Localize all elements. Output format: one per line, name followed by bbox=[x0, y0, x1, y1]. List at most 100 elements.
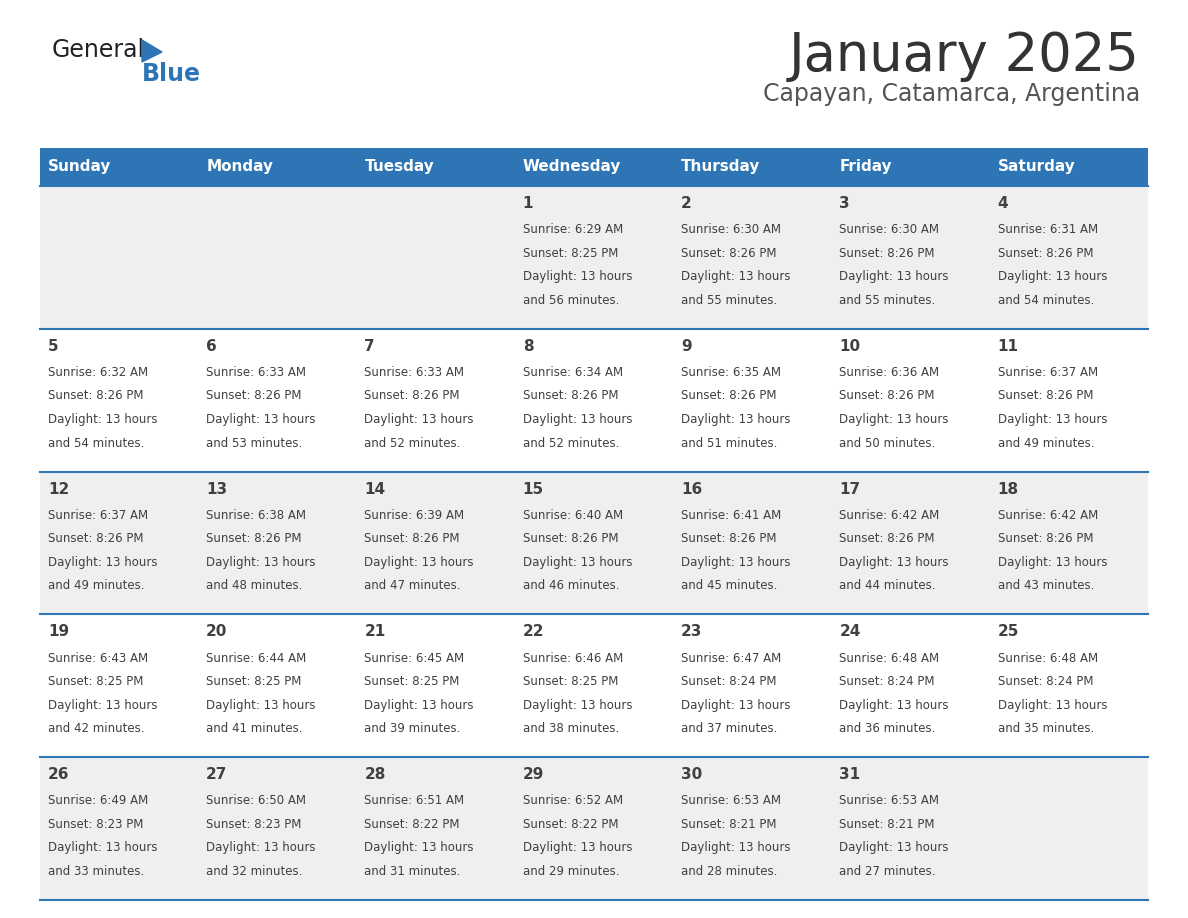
Bar bbox=[356, 757, 514, 900]
Text: Sunset: 8:26 PM: Sunset: 8:26 PM bbox=[523, 532, 618, 545]
Text: 1: 1 bbox=[523, 196, 533, 211]
Text: Sunset: 8:25 PM: Sunset: 8:25 PM bbox=[365, 675, 460, 688]
Bar bbox=[198, 614, 356, 757]
Text: 25: 25 bbox=[998, 624, 1019, 640]
Text: Sunrise: 6:52 AM: Sunrise: 6:52 AM bbox=[523, 794, 623, 807]
Text: 5: 5 bbox=[48, 339, 58, 353]
Text: Sunday: Sunday bbox=[48, 160, 112, 174]
Text: 21: 21 bbox=[365, 624, 386, 640]
Text: 12: 12 bbox=[48, 482, 69, 497]
Text: Sunrise: 6:48 AM: Sunrise: 6:48 AM bbox=[840, 652, 940, 665]
Text: Sunset: 8:25 PM: Sunset: 8:25 PM bbox=[48, 675, 144, 688]
Bar bbox=[198, 329, 356, 472]
Text: and 42 minutes.: and 42 minutes. bbox=[48, 722, 145, 735]
Text: Sunrise: 6:33 AM: Sunrise: 6:33 AM bbox=[207, 366, 307, 379]
Text: Sunrise: 6:42 AM: Sunrise: 6:42 AM bbox=[998, 509, 1098, 521]
Text: and 52 minutes.: and 52 minutes. bbox=[523, 437, 619, 450]
Text: 14: 14 bbox=[365, 482, 386, 497]
Text: Sunrise: 6:35 AM: Sunrise: 6:35 AM bbox=[681, 366, 781, 379]
Text: Sunset: 8:24 PM: Sunset: 8:24 PM bbox=[681, 675, 777, 688]
Text: Daylight: 13 hours: Daylight: 13 hours bbox=[207, 556, 316, 569]
Text: Sunrise: 6:41 AM: Sunrise: 6:41 AM bbox=[681, 509, 782, 521]
Text: General: General bbox=[52, 38, 145, 62]
Text: Sunset: 8:26 PM: Sunset: 8:26 PM bbox=[840, 247, 935, 260]
Bar bbox=[514, 472, 674, 614]
Text: Sunrise: 6:53 AM: Sunrise: 6:53 AM bbox=[681, 794, 781, 807]
Bar bbox=[356, 329, 514, 472]
Text: Sunset: 8:26 PM: Sunset: 8:26 PM bbox=[48, 532, 144, 545]
Text: Sunset: 8:24 PM: Sunset: 8:24 PM bbox=[998, 675, 1093, 688]
Text: 10: 10 bbox=[840, 339, 860, 353]
Text: 20: 20 bbox=[207, 624, 228, 640]
Bar bbox=[40, 757, 198, 900]
Bar bbox=[990, 757, 1148, 900]
Text: Wednesday: Wednesday bbox=[523, 160, 621, 174]
Text: Daylight: 13 hours: Daylight: 13 hours bbox=[840, 842, 949, 855]
Text: and 37 minutes.: and 37 minutes. bbox=[681, 722, 777, 735]
Text: and 39 minutes.: and 39 minutes. bbox=[365, 722, 461, 735]
Text: Daylight: 13 hours: Daylight: 13 hours bbox=[207, 842, 316, 855]
Text: and 27 minutes.: and 27 minutes. bbox=[840, 865, 936, 878]
Text: Blue: Blue bbox=[143, 62, 201, 86]
Text: Daylight: 13 hours: Daylight: 13 hours bbox=[48, 413, 158, 426]
Text: Sunset: 8:26 PM: Sunset: 8:26 PM bbox=[681, 532, 777, 545]
Text: Sunset: 8:26 PM: Sunset: 8:26 PM bbox=[998, 247, 1093, 260]
Text: Sunrise: 6:31 AM: Sunrise: 6:31 AM bbox=[998, 223, 1098, 236]
Text: and 44 minutes.: and 44 minutes. bbox=[840, 579, 936, 592]
Text: Sunrise: 6:30 AM: Sunrise: 6:30 AM bbox=[681, 223, 781, 236]
Text: Sunrise: 6:40 AM: Sunrise: 6:40 AM bbox=[523, 509, 623, 521]
Bar bbox=[514, 329, 674, 472]
Bar bbox=[674, 148, 832, 186]
Text: Sunrise: 6:53 AM: Sunrise: 6:53 AM bbox=[840, 794, 940, 807]
Text: 31: 31 bbox=[840, 767, 860, 782]
Text: Sunset: 8:25 PM: Sunset: 8:25 PM bbox=[523, 675, 618, 688]
Text: Sunrise: 6:30 AM: Sunrise: 6:30 AM bbox=[840, 223, 940, 236]
Text: Daylight: 13 hours: Daylight: 13 hours bbox=[365, 413, 474, 426]
Text: Sunset: 8:26 PM: Sunset: 8:26 PM bbox=[681, 247, 777, 260]
Text: Daylight: 13 hours: Daylight: 13 hours bbox=[998, 699, 1107, 711]
Bar bbox=[40, 472, 198, 614]
Bar bbox=[514, 148, 674, 186]
Text: Daylight: 13 hours: Daylight: 13 hours bbox=[48, 556, 158, 569]
Text: 24: 24 bbox=[840, 624, 861, 640]
Text: and 45 minutes.: and 45 minutes. bbox=[681, 579, 777, 592]
Text: Daylight: 13 hours: Daylight: 13 hours bbox=[840, 699, 949, 711]
Text: Sunset: 8:26 PM: Sunset: 8:26 PM bbox=[998, 532, 1093, 545]
Text: Sunset: 8:26 PM: Sunset: 8:26 PM bbox=[523, 389, 618, 402]
Text: Sunset: 8:26 PM: Sunset: 8:26 PM bbox=[365, 532, 460, 545]
Text: Daylight: 13 hours: Daylight: 13 hours bbox=[207, 699, 316, 711]
Text: Sunset: 8:26 PM: Sunset: 8:26 PM bbox=[840, 389, 935, 402]
Text: Daylight: 13 hours: Daylight: 13 hours bbox=[523, 270, 632, 284]
Text: and 36 minutes.: and 36 minutes. bbox=[840, 722, 936, 735]
Text: and 52 minutes.: and 52 minutes. bbox=[365, 437, 461, 450]
Text: and 31 minutes.: and 31 minutes. bbox=[365, 865, 461, 878]
Text: Sunset: 8:24 PM: Sunset: 8:24 PM bbox=[840, 675, 935, 688]
Text: Daylight: 13 hours: Daylight: 13 hours bbox=[840, 270, 949, 284]
Text: Sunset: 8:26 PM: Sunset: 8:26 PM bbox=[681, 389, 777, 402]
Bar bbox=[832, 614, 990, 757]
Bar bbox=[990, 472, 1148, 614]
Text: 4: 4 bbox=[998, 196, 1009, 211]
Bar bbox=[40, 329, 198, 472]
Text: Daylight: 13 hours: Daylight: 13 hours bbox=[523, 842, 632, 855]
Text: Daylight: 13 hours: Daylight: 13 hours bbox=[365, 842, 474, 855]
Text: 18: 18 bbox=[998, 482, 1019, 497]
Text: Daylight: 13 hours: Daylight: 13 hours bbox=[998, 413, 1107, 426]
Text: Daylight: 13 hours: Daylight: 13 hours bbox=[48, 842, 158, 855]
Text: Sunset: 8:26 PM: Sunset: 8:26 PM bbox=[840, 532, 935, 545]
Text: Sunset: 8:23 PM: Sunset: 8:23 PM bbox=[207, 818, 302, 831]
Bar bbox=[40, 186, 198, 329]
Text: Daylight: 13 hours: Daylight: 13 hours bbox=[998, 556, 1107, 569]
Text: and 29 minutes.: and 29 minutes. bbox=[523, 865, 619, 878]
Text: 26: 26 bbox=[48, 767, 69, 782]
Bar bbox=[40, 614, 198, 757]
Text: and 51 minutes.: and 51 minutes. bbox=[681, 437, 777, 450]
Bar bbox=[832, 472, 990, 614]
Text: and 46 minutes.: and 46 minutes. bbox=[523, 579, 619, 592]
Text: and 50 minutes.: and 50 minutes. bbox=[840, 437, 936, 450]
Text: and 49 minutes.: and 49 minutes. bbox=[998, 437, 1094, 450]
Text: 17: 17 bbox=[840, 482, 860, 497]
Text: Daylight: 13 hours: Daylight: 13 hours bbox=[523, 699, 632, 711]
Bar bbox=[674, 186, 832, 329]
Text: Monday: Monday bbox=[207, 160, 273, 174]
